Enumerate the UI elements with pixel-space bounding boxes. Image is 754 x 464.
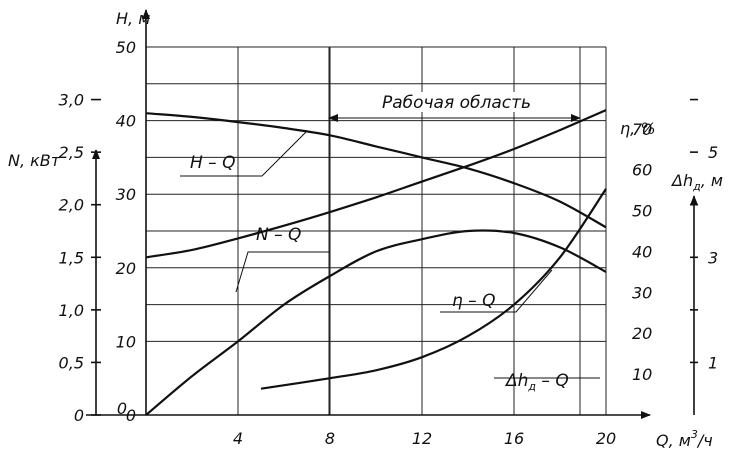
eta-q-leader [440,269,553,313]
series-dh-q-curve [260,188,607,390]
series-eta-q-curve [145,229,607,416]
h-tick-label: 30 [116,185,136,204]
h-tick-label: 20 [116,259,136,278]
h-axis-ticks: 0 10 20 30 40 50 [116,38,136,425]
eta-q-label: η – Q [452,291,495,311]
dh-tick-label: 1 [708,353,718,372]
curves [145,109,607,416]
series-n-q-curve [145,109,607,259]
dh-q-label: Δhд – Q [504,371,569,393]
eta-tick-label: 30 [632,283,652,302]
axes: H, м 0 10 20 30 40 50 N, кВт 0 0,5 1,0 1,5 2,0 2,5… [8,9,723,450]
eta-tick-label: 60 [632,161,652,180]
q-tick-label: 16 [504,429,524,448]
eta-tick-label: 10 [632,365,652,384]
h-zero-label: 0 [117,399,127,418]
q-tick-label: 4 [233,429,243,448]
n-q-label: N – Q [256,225,301,245]
n-q-leader [235,251,330,293]
n-tick-label: 1,0 [59,301,84,320]
q-tick-label: 8 [325,429,335,448]
eta-tick-label: 70 [632,120,652,139]
eta-tick-label: 40 [632,242,652,261]
h-tick-label: 10 [116,332,136,351]
h-axis-title: H, м [116,9,150,28]
h-q-leader [180,131,307,177]
eta-tick-label: 20 [632,324,652,343]
n-tick-label: 0,5 [59,353,84,372]
dh-tick-label: 3 [708,248,718,267]
working-area-label-bg [372,92,541,112]
eta-tick-label: 50 [632,202,652,221]
n-tick-label: 3,0 [59,91,84,110]
dh-tick-label: 5 [708,143,718,162]
n-axis-ticks: 0 0,5 1,0 1,5 2,0 2,5 3,0 [59,91,101,425]
q-tick-label: 20 [596,429,616,448]
n-tick-label: 2,0 [59,196,84,215]
h-q-label: H – Q [190,153,235,173]
eta-axis-ticks: 10 20 30 40 50 60 70 [632,120,652,384]
n-tick-label: 0 [74,406,84,425]
q-axis-ticks: 4 8 12 16 20 0 [117,399,616,448]
h-tick-label: 40 [116,112,136,131]
n-axis-title: N, кВт [8,151,61,170]
curve-labels: H – Q N – Q η – Q Δhд – Q [180,131,600,393]
working-area: Рабочая область [328,47,581,415]
eta-axis-title: η, % [620,119,656,138]
q-tick-label: 12 [412,429,432,448]
dh-axis-title: Δhд, м [670,171,723,193]
q-axis-title: Q, м3/ч [656,428,713,450]
working-area-label: Рабочая область [382,93,531,113]
series-h-q-curve [145,112,607,229]
dh-axis-ticks: 1 3 5 [690,98,718,372]
n-tick-label: 1,5 [59,248,84,267]
n-tick-label: 2,5 [59,143,84,162]
h-tick-label: 50 [116,38,136,57]
